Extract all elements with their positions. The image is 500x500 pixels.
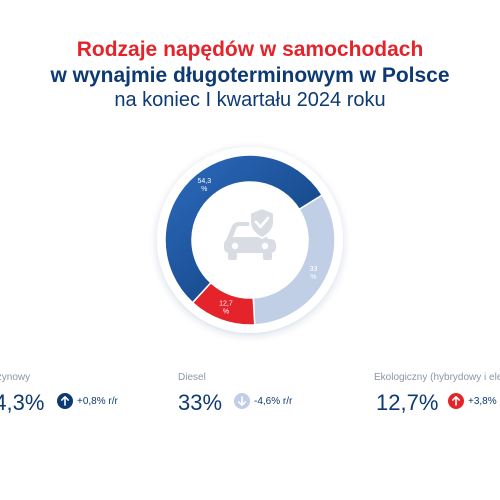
stat-value: 33% [178, 390, 223, 415]
chart-title-line2: w wynajmie długoterminowym w Polsce [50, 64, 450, 87]
stat-diesel: Diesel 33% -4,6% r/r [178, 372, 338, 432]
stat-value: 12,7% [376, 390, 439, 415]
slice-benzynowy [164, 154, 324, 304]
arrow-up-icon [448, 393, 464, 409]
stat-benzynowy: Benzynowy 54,3% +0,8% r/r [0, 372, 160, 432]
stat-label: Benzynowy [0, 372, 31, 383]
stat-change: +3,8% r/r [468, 396, 500, 407]
stat-ekologiczny: Ekologiczny (hybrydowy i elektryczny) 12… [374, 372, 500, 432]
stat-value: 54,3% [0, 390, 45, 415]
arrow-down-icon [234, 393, 250, 409]
stat-change: +0,8% r/r [77, 396, 118, 407]
stat-label: Ekologiczny (hybrydowy i elektryczny) [374, 372, 500, 383]
slice-label: 12,7% [219, 300, 233, 315]
stat-change: -4,6% r/r [254, 396, 293, 407]
slice-label: 33% [310, 266, 318, 281]
slice-label: 54,3% [197, 178, 211, 193]
stat-label: Diesel [178, 372, 206, 383]
arrow-up-icon [57, 393, 73, 409]
car-shield-icon [224, 206, 276, 260]
chart-title-line1: Rodzaje napędów w samochodach [76, 38, 424, 61]
chart-subtitle: na koniec I kwartału 2024 roku [114, 89, 386, 111]
